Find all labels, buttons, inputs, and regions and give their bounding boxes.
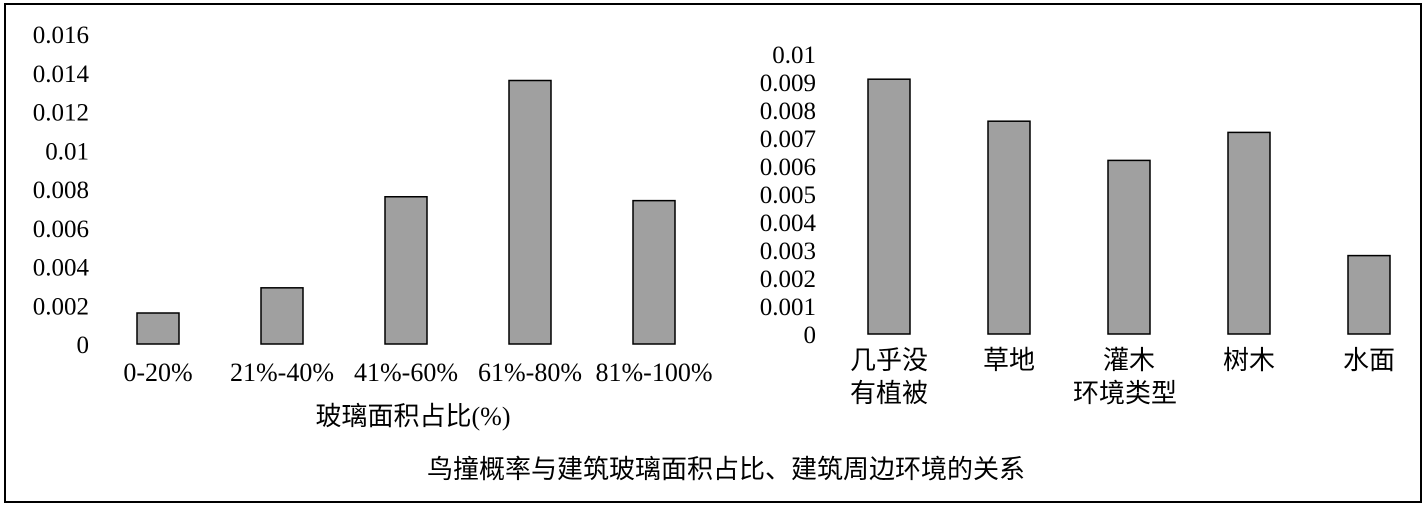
chart-right-y-tick-label: 0.006 (760, 154, 816, 181)
chart-left-bar (136, 312, 180, 345)
chart-right-y-tick-label: 0.007 (760, 126, 816, 153)
chart-glass-area-ratio: 0 0.002 0.004 0.006 0.008 0.01 0.012 0.014 0.016… (33, 22, 713, 387)
chart-left-bar (260, 287, 304, 345)
chart-right-y-tick-label: 0.009 (760, 70, 816, 97)
chart-right-y-tick-label: 0 (804, 322, 817, 349)
chart-right-y-tick-label: 0.004 (760, 210, 817, 237)
chart-right-bar (867, 78, 911, 335)
chart-left-y-tick-label: 0.006 (33, 216, 89, 243)
chart-right-y-tick-label: 0.005 (760, 182, 816, 209)
chart-right-category-label: 有植被 (850, 379, 928, 408)
chart-right-category-label: 树木 (1223, 346, 1275, 375)
chart-right-y-tick-label: 0.001 (760, 294, 816, 321)
chart-right-y-tick-label: 0.008 (760, 98, 816, 125)
chart-left-y-tick-label: 0.016 (33, 22, 89, 49)
chart-left-y-tick-label: 0.01 (45, 138, 89, 165)
chart-left-y-tick-label: 0.002 (33, 293, 89, 320)
chart-right-category-label: 灌木 (1103, 346, 1155, 375)
chart-right-category-label: 水面 (1343, 346, 1395, 375)
chart-left-category-label: 81%-100% (596, 358, 713, 387)
chart-right-category-label: 几乎没 (850, 346, 928, 375)
chart-right-y-tick-label: 0.01 (772, 42, 816, 69)
chart-right-y-tick-label: 0.002 (760, 266, 816, 293)
chart-left-category-label: 0-20% (123, 358, 192, 387)
chart-left-bar (384, 196, 428, 345)
chart-left-category-label: 61%-80% (478, 358, 582, 387)
chart-right-bar (1227, 131, 1271, 335)
chart-left-category-label: 41%-60% (354, 358, 458, 387)
figure-frame (4, 3, 1422, 503)
chart-right-x-axis-title: 环境类型 (1073, 379, 1177, 408)
chart-right-bar (1107, 159, 1151, 335)
chart-left-x-axis-title: 玻璃面积占比(%) (316, 402, 511, 431)
figure-caption: 鸟撞概率与建筑玻璃面积占比、建筑周边环境的关系 (427, 455, 1025, 484)
chart-left-category-label: 21%-40% (230, 358, 334, 387)
chart-right-bar (1347, 254, 1391, 335)
chart-left-y-tick-label: 0.004 (33, 255, 90, 282)
chart-left-y-tick-label: 0 (77, 332, 90, 359)
chart-left-bar (632, 199, 676, 345)
chart-environment-type: 00.0010.0020.0030.0040.0050.0060.0070.00… (760, 42, 1395, 408)
chart-right-bar (987, 120, 1031, 335)
chart-right-y-tick-label: 0.003 (760, 238, 816, 265)
chart-left-y-tick-label: 0.008 (33, 177, 89, 204)
chart-left-y-tick-label: 0.014 (33, 61, 90, 88)
chart-left-y-tick-label: 0.012 (33, 100, 89, 127)
chart-left-bar (508, 79, 552, 345)
chart-right-category-label: 草地 (983, 346, 1035, 375)
